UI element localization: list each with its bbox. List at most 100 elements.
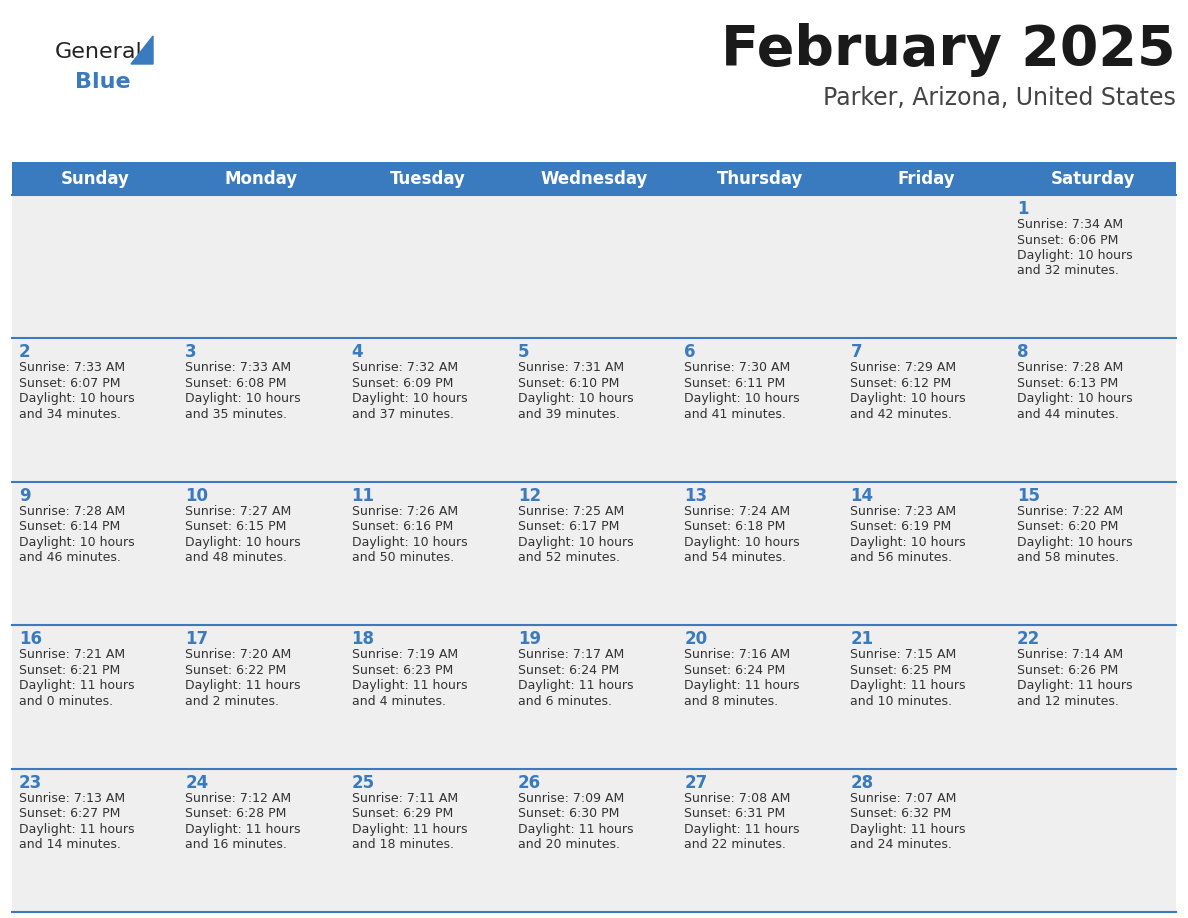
Text: 26: 26 (518, 774, 541, 791)
Text: General: General (55, 42, 143, 62)
Text: Saturday: Saturday (1050, 170, 1135, 187)
Text: and 12 minutes.: and 12 minutes. (1017, 695, 1119, 708)
Text: Sunset: 6:31 PM: Sunset: 6:31 PM (684, 807, 785, 820)
Text: Sunset: 6:16 PM: Sunset: 6:16 PM (352, 521, 453, 533)
Text: Daylight: 10 hours: Daylight: 10 hours (518, 392, 633, 406)
Polygon shape (131, 36, 153, 64)
Text: Daylight: 10 hours: Daylight: 10 hours (1017, 392, 1132, 406)
Text: Sunrise: 7:07 AM: Sunrise: 7:07 AM (851, 791, 956, 804)
Text: and 34 minutes.: and 34 minutes. (19, 408, 121, 420)
Text: 12: 12 (518, 487, 541, 505)
Text: Daylight: 10 hours: Daylight: 10 hours (851, 536, 966, 549)
Bar (12, 482, 178, 625)
Text: Daylight: 11 hours: Daylight: 11 hours (518, 679, 633, 692)
Text: and 18 minutes.: and 18 minutes. (352, 838, 454, 851)
Text: Daylight: 10 hours: Daylight: 10 hours (19, 536, 134, 549)
Bar (677, 339, 843, 482)
Text: Daylight: 10 hours: Daylight: 10 hours (352, 536, 467, 549)
Text: Daylight: 11 hours: Daylight: 11 hours (352, 823, 467, 835)
Text: Sunset: 6:17 PM: Sunset: 6:17 PM (518, 521, 619, 533)
Text: Sunset: 6:23 PM: Sunset: 6:23 PM (352, 664, 453, 677)
Text: Tuesday: Tuesday (390, 170, 466, 187)
Bar (178, 195, 345, 339)
Text: Sunset: 6:21 PM: Sunset: 6:21 PM (19, 664, 120, 677)
Text: and 10 minutes.: and 10 minutes. (851, 695, 953, 708)
Text: and 4 minutes.: and 4 minutes. (352, 695, 446, 708)
Text: Daylight: 10 hours: Daylight: 10 hours (185, 536, 301, 549)
Text: and 50 minutes.: and 50 minutes. (352, 552, 454, 565)
Bar (1010, 339, 1176, 482)
Text: Sunrise: 7:34 AM: Sunrise: 7:34 AM (1017, 218, 1123, 231)
Text: Daylight: 11 hours: Daylight: 11 hours (19, 823, 134, 835)
Text: Sunrise: 7:28 AM: Sunrise: 7:28 AM (19, 505, 125, 518)
Text: Daylight: 11 hours: Daylight: 11 hours (185, 823, 301, 835)
Text: Sunset: 6:29 PM: Sunset: 6:29 PM (352, 807, 453, 820)
Text: and 41 minutes.: and 41 minutes. (684, 408, 786, 420)
Text: Sunrise: 7:20 AM: Sunrise: 7:20 AM (185, 648, 291, 661)
Text: Sunset: 6:06 PM: Sunset: 6:06 PM (1017, 233, 1118, 247)
Text: 21: 21 (851, 630, 873, 648)
Text: Sunset: 6:08 PM: Sunset: 6:08 PM (185, 377, 286, 390)
Bar (12, 195, 178, 339)
Text: Sunset: 6:09 PM: Sunset: 6:09 PM (352, 377, 453, 390)
Text: and 0 minutes.: and 0 minutes. (19, 695, 113, 708)
Text: 13: 13 (684, 487, 707, 505)
Text: and 8 minutes.: and 8 minutes. (684, 695, 778, 708)
Text: Sunset: 6:28 PM: Sunset: 6:28 PM (185, 807, 286, 820)
Text: 25: 25 (352, 774, 374, 791)
Text: Sunset: 6:13 PM: Sunset: 6:13 PM (1017, 377, 1118, 390)
Text: Sunrise: 7:26 AM: Sunrise: 7:26 AM (352, 505, 457, 518)
Text: Sunset: 6:26 PM: Sunset: 6:26 PM (1017, 664, 1118, 677)
Text: Sunset: 6:30 PM: Sunset: 6:30 PM (518, 807, 619, 820)
Text: Daylight: 11 hours: Daylight: 11 hours (185, 679, 301, 692)
Text: 28: 28 (851, 774, 873, 791)
Text: Sunday: Sunday (61, 170, 129, 187)
Text: Sunset: 6:18 PM: Sunset: 6:18 PM (684, 521, 785, 533)
Text: and 22 minutes.: and 22 minutes. (684, 838, 786, 851)
Text: and 2 minutes.: and 2 minutes. (185, 695, 279, 708)
Text: and 32 minutes.: and 32 minutes. (1017, 264, 1119, 277)
Text: Sunrise: 7:22 AM: Sunrise: 7:22 AM (1017, 505, 1123, 518)
Text: and 56 minutes.: and 56 minutes. (851, 552, 953, 565)
Text: Sunrise: 7:17 AM: Sunrise: 7:17 AM (518, 648, 624, 661)
Text: Sunset: 6:19 PM: Sunset: 6:19 PM (851, 521, 952, 533)
Text: 11: 11 (352, 487, 374, 505)
Bar (511, 482, 677, 625)
Text: Daylight: 10 hours: Daylight: 10 hours (185, 392, 301, 406)
Bar (1010, 195, 1176, 339)
Text: 15: 15 (1017, 487, 1040, 505)
Text: Thursday: Thursday (718, 170, 803, 187)
Bar (843, 339, 1010, 482)
Text: Sunset: 6:14 PM: Sunset: 6:14 PM (19, 521, 120, 533)
Text: 6: 6 (684, 343, 696, 362)
Text: Sunset: 6:22 PM: Sunset: 6:22 PM (185, 664, 286, 677)
Bar (345, 195, 511, 339)
Bar (843, 195, 1010, 339)
Bar (178, 768, 345, 912)
Text: February 2025: February 2025 (721, 23, 1176, 77)
Bar (178, 339, 345, 482)
Bar (677, 482, 843, 625)
Bar (345, 625, 511, 768)
Text: and 37 minutes.: and 37 minutes. (352, 408, 454, 420)
Text: Sunrise: 7:30 AM: Sunrise: 7:30 AM (684, 362, 790, 375)
Text: Sunset: 6:10 PM: Sunset: 6:10 PM (518, 377, 619, 390)
Text: Daylight: 11 hours: Daylight: 11 hours (684, 823, 800, 835)
Text: Sunset: 6:20 PM: Sunset: 6:20 PM (1017, 521, 1118, 533)
Text: Sunset: 6:24 PM: Sunset: 6:24 PM (518, 664, 619, 677)
Text: Friday: Friday (898, 170, 955, 187)
Text: Blue: Blue (75, 72, 131, 92)
Text: and 44 minutes.: and 44 minutes. (1017, 408, 1119, 420)
Text: 20: 20 (684, 630, 707, 648)
Bar (1010, 625, 1176, 768)
Text: 7: 7 (851, 343, 862, 362)
Text: Sunset: 6:12 PM: Sunset: 6:12 PM (851, 377, 952, 390)
Text: Sunrise: 7:13 AM: Sunrise: 7:13 AM (19, 791, 125, 804)
Text: Daylight: 10 hours: Daylight: 10 hours (518, 536, 633, 549)
Bar (1010, 768, 1176, 912)
Text: and 48 minutes.: and 48 minutes. (185, 552, 287, 565)
Text: and 42 minutes.: and 42 minutes. (851, 408, 953, 420)
Text: Parker, Arizona, United States: Parker, Arizona, United States (823, 86, 1176, 110)
Text: Daylight: 10 hours: Daylight: 10 hours (684, 536, 800, 549)
Text: Daylight: 10 hours: Daylight: 10 hours (19, 392, 134, 406)
